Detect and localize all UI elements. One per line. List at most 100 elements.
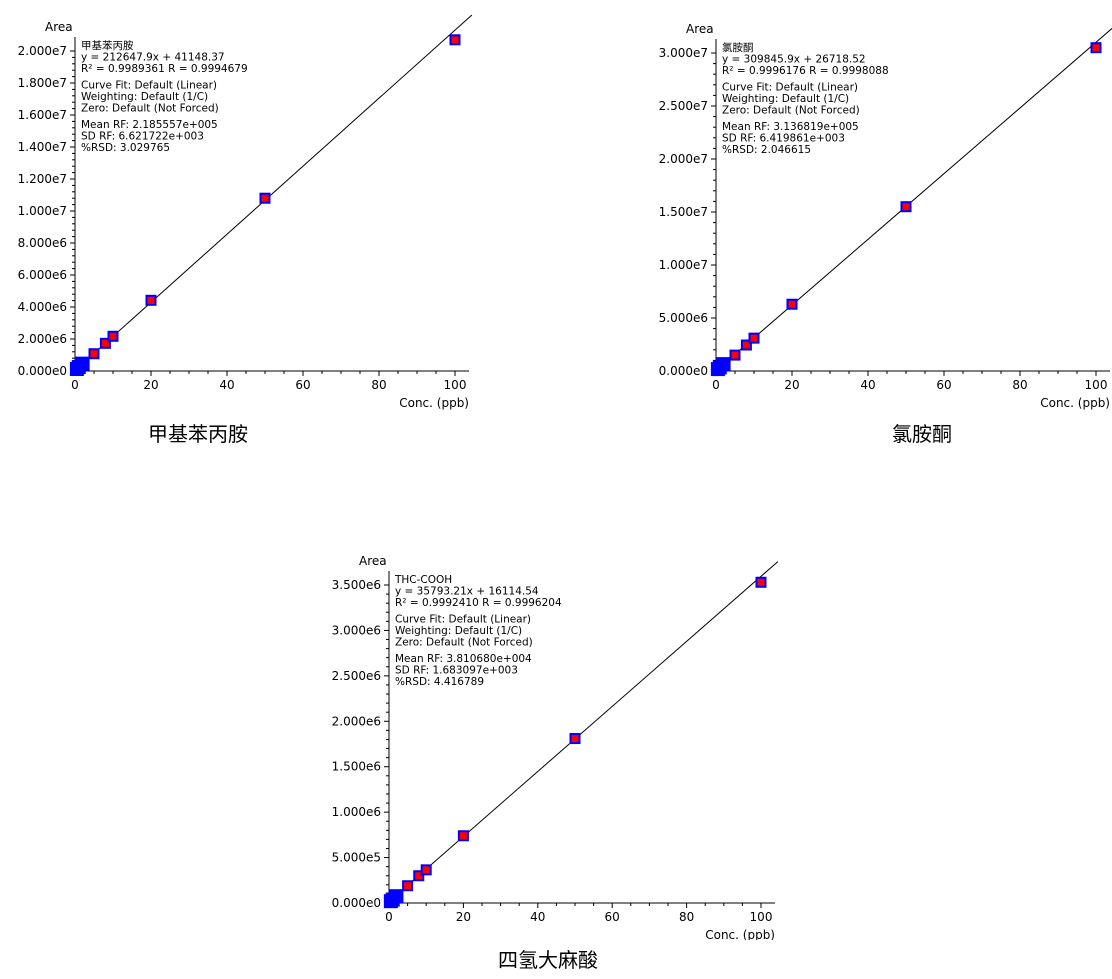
fit-annotation-line: y = 212647.9x + 41148.37	[81, 52, 225, 64]
fit-annotation-line: %RSD: 2.046615	[722, 144, 811, 156]
data-point	[742, 341, 750, 349]
data-point-border	[716, 357, 731, 372]
x-tick-label: 0	[712, 378, 720, 392]
fit-annotation-line: 甲基苯丙胺	[81, 39, 134, 52]
data-point	[101, 339, 109, 347]
x-tick-label: 20	[456, 910, 471, 924]
y-tick-label: 1.000e7	[18, 204, 67, 218]
chart-svg: Area Conc. (ppb) 0 20 40 60 80 100 0.000e0 5.000e…	[659, 22, 1112, 410]
x-axis-label: Conc. (ppb)	[399, 396, 469, 410]
x-tick-label: 80	[371, 378, 386, 392]
x-tick-label: 80	[1012, 378, 1027, 392]
y-tick-label: 1.400e7	[18, 140, 67, 154]
y-tick-label: 1.500e7	[659, 205, 708, 219]
fit-annotation-line: %RSD: 4.416789	[395, 676, 484, 688]
data-point	[404, 882, 412, 890]
y-tick-label: 5.000e6	[659, 311, 708, 325]
x-tick-label: 20	[784, 378, 799, 392]
y-axis-label: Area	[359, 554, 387, 568]
fit-annotation-line: %RSD: 3.029765	[81, 142, 170, 154]
y-tick-label: 4.000e6	[18, 300, 67, 314]
fit-annotation-line: Curve Fit: Default (Linear)	[81, 80, 217, 92]
fit-line	[74, 14, 473, 371]
y-axis-label: Area	[686, 22, 714, 36]
fit-annotation-line: Mean RF: 3.136819e+005	[722, 121, 859, 133]
data-point-border	[75, 356, 90, 371]
y-tick-label: 2.500e6	[332, 669, 381, 683]
data-point	[261, 194, 269, 202]
fit-annotation-line: R² = 0.9996176 R = 0.9998088	[722, 65, 889, 77]
y-tick-label: 2.000e6	[332, 714, 381, 728]
data-point	[415, 872, 423, 880]
x-tick-label: 60	[936, 378, 951, 392]
y-tick-label: 2.000e6	[18, 332, 67, 346]
fit-annotation-line: THC-COOH	[394, 574, 452, 586]
y-tick-label: 2.000e7	[18, 44, 67, 58]
x-tick-label: 60	[605, 910, 620, 924]
x-axis-label: Conc. (ppb)	[705, 928, 775, 940]
data-point	[422, 866, 430, 874]
y-tick-label: 5.000e5	[332, 851, 381, 865]
fit-annotation-line: SD RF: 6.621722e+003	[81, 131, 204, 143]
data-point	[1092, 44, 1100, 52]
y-tick-label: 0.000e0	[18, 364, 67, 378]
fit-annotation-line: y = 35793.21x + 16114.54	[395, 586, 539, 598]
chart-caption: 四氢大麻酸	[498, 948, 598, 972]
y-tick-label: 1.200e7	[18, 172, 67, 186]
fit-annotation-line: Zero: Default (Not Forced)	[395, 637, 533, 649]
data-point	[757, 578, 765, 586]
x-tick-label: 60	[295, 378, 310, 392]
y-tick-label: 2.000e7	[659, 152, 708, 166]
fit-annotation-line: Weighting: Default (1/C)	[395, 625, 522, 637]
fit-annotation-line: Mean RF: 3.810680e+004	[395, 653, 532, 665]
y-tick-label: 8.000e6	[18, 236, 67, 250]
data-point	[731, 351, 739, 359]
fit-annotation-line: Curve Fit: Default (Linear)	[395, 614, 531, 626]
x-tick-label: 0	[385, 910, 393, 924]
fit-annotation-line: R² = 0.9989361 R = 0.9994679	[81, 63, 248, 75]
x-axis-label: Conc. (ppb)	[1040, 396, 1110, 410]
fit-annotation-line: Curve Fit: Default (Linear)	[722, 82, 858, 94]
calibration-chart-methamphetamine: Area Conc. (ppb) 0 20 40 60 80 100 0.000e0 2.000e…	[0, 0, 480, 410]
x-tick-label: 100	[1085, 378, 1108, 392]
y-tick-label: 1.600e7	[18, 108, 67, 122]
fit-annotation-line: SD RF: 6.419861e+003	[722, 133, 845, 145]
x-tick-label: 0	[71, 378, 79, 392]
data-point	[571, 735, 579, 743]
chart-svg: Area Conc. (ppb) 0 20 40 60 80 100 0.000e0 2.000e…	[18, 14, 473, 410]
data-point	[788, 300, 796, 308]
fit-line	[715, 27, 1112, 372]
y-tick-label: 2.500e7	[659, 99, 708, 113]
data-point	[147, 296, 155, 304]
x-tick-label: 20	[143, 378, 158, 392]
data-point	[451, 36, 459, 44]
data-point	[902, 203, 910, 211]
x-tick-label: 40	[860, 378, 875, 392]
y-tick-label: 3.000e7	[659, 46, 708, 60]
data-point-border	[389, 889, 404, 904]
x-tick-label: 100	[444, 378, 467, 392]
fit-annotation-line: SD RF: 1.683097e+003	[395, 665, 518, 677]
y-tick-label: 3.500e6	[332, 578, 381, 592]
fit-annotation-line: Mean RF: 2.185557e+005	[81, 119, 218, 131]
y-tick-label: 1.500e6	[332, 760, 381, 774]
y-axis-label: Area	[45, 20, 73, 34]
fit-annotation-line: Weighting: Default (1/C)	[81, 91, 208, 103]
chart-caption: 氯胺酮	[892, 422, 952, 446]
data-point	[750, 334, 758, 342]
fit-annotation-line: Zero: Default (Not Forced)	[81, 103, 219, 115]
fit-annotation-line: Weighting: Default (1/C)	[722, 93, 849, 105]
fit-annotation-line: R² = 0.9992410 R = 0.9996204	[395, 597, 562, 609]
chart-svg: Area Conc. (ppb) 0 20 40 60 80 100 0.000e0 5.000e…	[332, 554, 779, 942]
calibration-chart-ketamine: Area Conc. (ppb) 0 20 40 60 80 100 0.000e0 5.000e…	[636, 0, 1112, 410]
x-tick-label: 100	[750, 910, 773, 924]
y-tick-label: 3.000e6	[332, 623, 381, 637]
fit-annotation-line: y = 309845.9x + 26718.52	[722, 54, 866, 66]
x-tick-label: 40	[530, 910, 545, 924]
chart-caption: 甲基苯丙胺	[148, 422, 248, 446]
fit-line	[388, 561, 779, 902]
fit-annotation-line: 氯胺酮	[722, 41, 754, 54]
x-tick-label: 80	[679, 910, 694, 924]
y-tick-label: 6.000e6	[18, 268, 67, 282]
y-tick-label: 1.000e6	[332, 805, 381, 819]
